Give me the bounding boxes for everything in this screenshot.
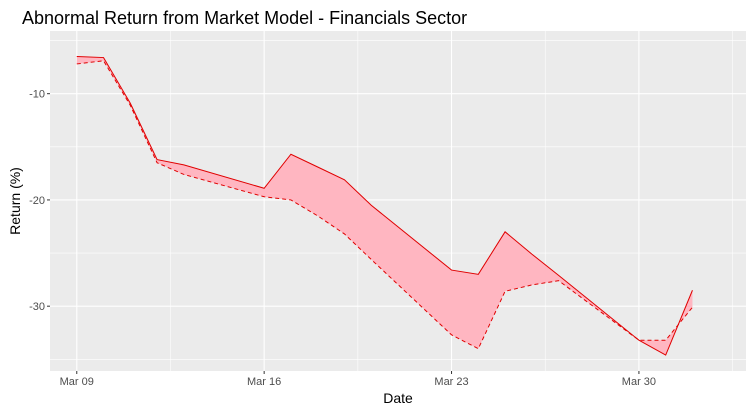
abnormal-return-area [76, 56, 693, 356]
x-tick-label: Mar 23 [434, 376, 468, 388]
series-line-solid [76, 56, 693, 356]
y-tick-label: -20 [29, 195, 45, 207]
x-tick-label: Mar 09 [60, 376, 94, 388]
y-axis: -10 -20 -30 [29, 89, 50, 313]
x-tick-label: Mar 16 [247, 376, 281, 388]
chart-title: Abnormal Return from Market Model - Fina… [22, 8, 467, 28]
x-tick-label: Mar 30 [622, 376, 656, 388]
x-axis-title: Date [383, 390, 413, 406]
plot-panel [50, 31, 746, 371]
y-tick-label: -10 [29, 89, 45, 101]
x-axis: Mar 09 Mar 16 Mar 23 Mar 30 [60, 371, 656, 388]
y-tick-label: -30 [29, 301, 45, 313]
y-axis-title: Return (%) [7, 167, 23, 235]
